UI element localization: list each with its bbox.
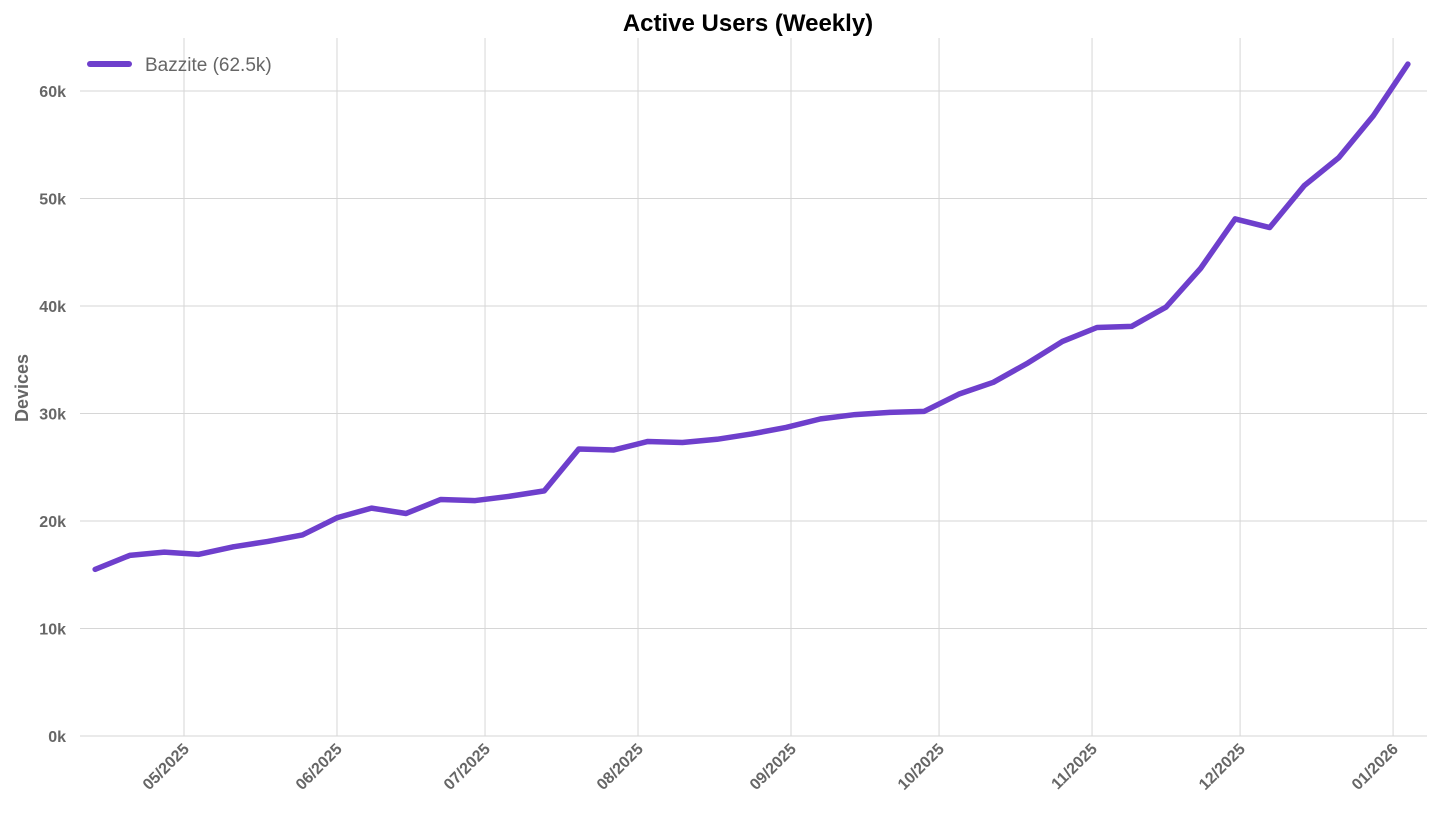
data-point[interactable] [783, 424, 789, 430]
data-point[interactable] [1059, 338, 1065, 344]
x-tick-label: 06/2025 [293, 741, 346, 794]
data-point[interactable] [1163, 304, 1169, 310]
data-point[interactable] [299, 532, 305, 538]
x-tick-label: 12/2025 [1196, 741, 1249, 794]
data-point[interactable] [127, 552, 133, 558]
data-point[interactable] [1267, 225, 1273, 231]
data-point[interactable] [1336, 155, 1342, 161]
legend[interactable]: Bazzite (62.5k) [87, 55, 272, 76]
data-point[interactable] [576, 446, 582, 452]
y-tick-label: 10k [39, 622, 66, 639]
data-point[interactable] [610, 447, 616, 453]
data-point[interactable] [92, 566, 98, 572]
data-point[interactable] [369, 505, 375, 511]
data-point[interactable] [852, 412, 858, 418]
data-point[interactable] [679, 440, 685, 446]
x-tick-label: 07/2025 [441, 741, 494, 794]
series-line [92, 61, 1411, 573]
data-point[interactable] [230, 544, 236, 550]
data-point[interactable] [334, 515, 340, 521]
data-point[interactable] [541, 488, 547, 494]
data-point[interactable] [1094, 325, 1100, 330]
y-tick-label: 30k [39, 407, 66, 424]
data-point[interactable] [990, 379, 996, 385]
x-tick-label: 09/2025 [747, 741, 800, 794]
data-point[interactable] [1025, 360, 1031, 366]
data-point[interactable] [1198, 265, 1204, 271]
data-point[interactable] [1301, 183, 1307, 189]
chart-title: Active Users (Weekly) [623, 10, 873, 37]
data-point[interactable] [1370, 113, 1376, 119]
y-tick-label: 20k [39, 514, 66, 531]
data-point[interactable] [921, 408, 927, 414]
data-point[interactable] [161, 549, 167, 555]
data-point[interactable] [1129, 323, 1135, 329]
data-point[interactable] [818, 416, 824, 422]
y-axis-label: Devices [12, 354, 32, 422]
y-tick-label: 50k [39, 192, 66, 209]
data-point[interactable] [472, 498, 478, 504]
y-tick-label: 60k [39, 84, 66, 101]
data-point[interactable] [1232, 216, 1238, 222]
series-layer [92, 61, 1411, 573]
data-point[interactable] [438, 497, 444, 502]
data-point[interactable] [749, 431, 755, 437]
y-tick-label: 40k [39, 299, 66, 316]
x-axis: 05/2025 06/2025 07/2025 08/2025 09/2025 10/20… [140, 741, 1402, 794]
y-axis: 0k 10k 20k 30k 40k 50k 60k [39, 84, 66, 746]
data-point[interactable] [507, 493, 513, 499]
data-point[interactable] [714, 436, 720, 442]
x-tick-label: 01/2026 [1349, 741, 1402, 794]
data-point[interactable] [403, 510, 409, 516]
x-tick-label: 10/2025 [895, 741, 948, 794]
x-tick-label: 08/2025 [594, 741, 647, 794]
grid [80, 38, 1427, 737]
x-tick-label: 05/2025 [140, 741, 193, 794]
data-point[interactable] [887, 409, 893, 415]
x-tick-label: 11/2025 [1049, 741, 1101, 793]
y-tick-label: 0k [48, 729, 66, 746]
data-point[interactable] [645, 438, 651, 444]
data-point[interactable] [956, 391, 962, 397]
legend-label: Bazzite (62.5k) [145, 55, 272, 76]
data-point[interactable] [196, 551, 202, 557]
data-point[interactable] [265, 538, 271, 544]
data-point[interactable] [1405, 61, 1411, 67]
